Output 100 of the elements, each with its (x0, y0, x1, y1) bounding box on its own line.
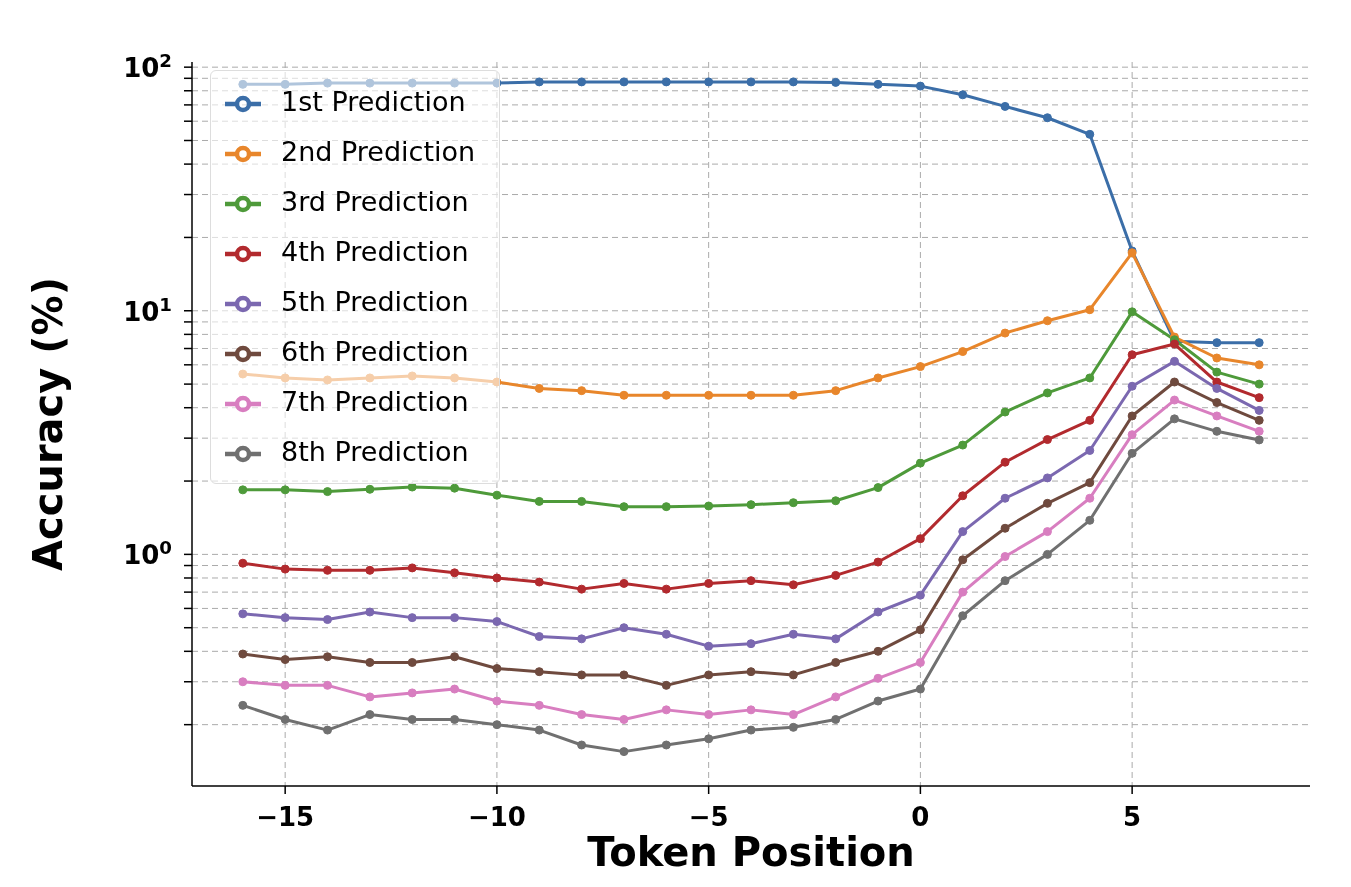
legend-label: 6th Prediction (281, 336, 469, 367)
point (323, 615, 333, 625)
y-tick-label: 10$^{1}$ (123, 293, 172, 327)
point (873, 483, 883, 493)
point (915, 590, 925, 600)
point (534, 700, 544, 710)
point (619, 77, 629, 87)
point (958, 90, 968, 100)
point (577, 740, 587, 750)
point (1212, 353, 1222, 363)
point (661, 584, 671, 594)
point (746, 500, 756, 510)
legend-label: 1st Prediction (281, 86, 466, 117)
point (704, 390, 714, 400)
point (746, 390, 756, 400)
point (873, 557, 883, 567)
point (619, 670, 629, 680)
point (831, 386, 841, 396)
point (577, 386, 587, 396)
point (492, 696, 502, 706)
point (746, 77, 756, 87)
point (1254, 435, 1264, 445)
point (365, 607, 375, 617)
point (280, 485, 290, 495)
point (873, 696, 883, 706)
point (788, 722, 798, 732)
point (450, 714, 460, 724)
point (1000, 552, 1010, 562)
point (958, 527, 968, 537)
point (788, 629, 798, 639)
point (365, 710, 375, 720)
point (915, 625, 925, 635)
point (873, 79, 883, 89)
point (1085, 515, 1095, 525)
point (1169, 414, 1179, 424)
point (238, 79, 248, 89)
point (1085, 415, 1095, 425)
point (534, 577, 544, 587)
x-tick-label: 0 (911, 802, 930, 832)
y-tick-label: 10$^{2}$ (123, 49, 172, 84)
point (1127, 430, 1137, 440)
point (492, 617, 502, 627)
point (280, 373, 290, 383)
point (746, 725, 756, 735)
point (1000, 101, 1010, 111)
point (1042, 549, 1052, 559)
point (1000, 457, 1010, 467)
point (619, 623, 629, 633)
point (1000, 328, 1010, 338)
y-tick-label: 10$^{0}$ (123, 536, 172, 571)
point (450, 684, 460, 694)
point (323, 78, 333, 88)
point (450, 613, 460, 623)
point (577, 670, 587, 680)
legend-label: 5th Prediction (281, 286, 469, 317)
point (704, 578, 714, 588)
point (1212, 367, 1222, 377)
point (407, 714, 417, 724)
point (323, 565, 333, 575)
point (1000, 576, 1010, 586)
legend-label: 7th Prediction (281, 386, 469, 417)
x-tick-label: −10 (467, 802, 526, 832)
point (280, 714, 290, 724)
point (280, 564, 290, 574)
point (1169, 377, 1179, 387)
point (577, 77, 587, 87)
point (619, 502, 629, 512)
point (1169, 356, 1179, 366)
point (704, 734, 714, 744)
point (1169, 395, 1179, 405)
legend-label: 2nd Prediction (281, 136, 476, 167)
point (407, 657, 417, 667)
point (619, 714, 629, 724)
point (365, 373, 375, 383)
point (238, 700, 248, 710)
point (534, 632, 544, 642)
point (577, 710, 587, 720)
point (280, 613, 290, 623)
point (1254, 379, 1264, 389)
point (365, 692, 375, 702)
point (1000, 493, 1010, 503)
point (661, 77, 671, 87)
point (1085, 478, 1095, 488)
point (577, 634, 587, 644)
point (915, 657, 925, 667)
point (492, 490, 502, 500)
point (280, 680, 290, 690)
point (1042, 527, 1052, 537)
point (1212, 383, 1222, 393)
point (407, 563, 417, 573)
point (534, 496, 544, 506)
legend-label: 4th Prediction (281, 236, 469, 267)
point (1085, 129, 1095, 139)
point (1254, 360, 1264, 370)
point (958, 555, 968, 565)
point (365, 657, 375, 667)
point (746, 705, 756, 715)
point (534, 667, 544, 677)
point (1042, 316, 1052, 326)
x-tick-label: −15 (256, 802, 315, 832)
